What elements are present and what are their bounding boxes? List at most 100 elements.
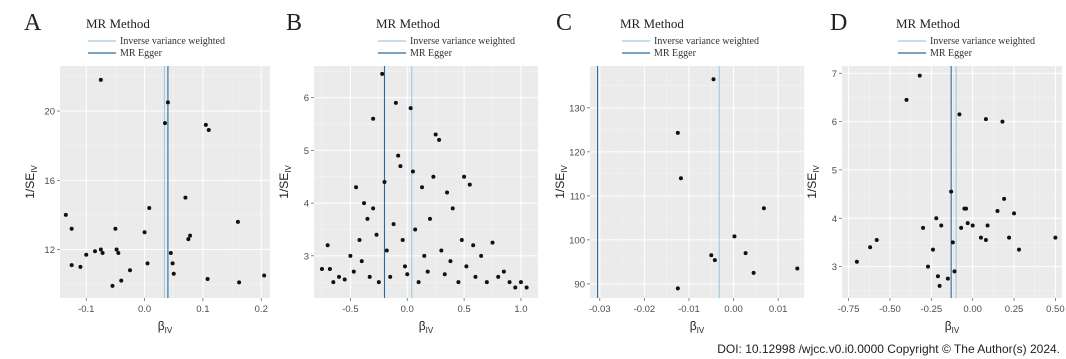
data-point: [934, 216, 939, 221]
legend-label-egger: MR Egger: [654, 48, 697, 59]
data-point: [63, 212, 68, 217]
copyright-footer: DOI: 10.12998 /wjcc.v0.i0.0000 Copyright…: [717, 342, 1060, 356]
data-point: [380, 71, 385, 76]
data-point: [165, 100, 170, 105]
x-tick-label: 0.50: [1046, 304, 1065, 315]
data-point: [100, 250, 105, 255]
data-point: [450, 206, 455, 211]
data-point: [410, 169, 415, 174]
y-tick-label: 4: [832, 214, 837, 225]
data-point: [342, 277, 347, 282]
funnel-plot-panel-b: B MR Method Inverse variance weighted MR Eg…: [276, 0, 542, 335]
data-point: [69, 226, 74, 231]
data-point: [331, 280, 336, 285]
data-point: [490, 240, 495, 245]
y-tick-label: 12: [44, 245, 55, 256]
data-point: [206, 128, 211, 133]
data-point: [163, 121, 167, 126]
y-axis-label: 1/SEIV: [277, 165, 293, 199]
y-tick-label: 7: [832, 69, 837, 80]
data-point: [396, 153, 401, 158]
data-point: [431, 174, 436, 179]
data-point: [408, 106, 413, 111]
y-tick-label: 130: [569, 103, 585, 114]
y-axis-label: 1/SEIV: [553, 165, 569, 199]
data-point: [186, 237, 191, 242]
legend-label-ivw: Inverse variance weighted: [410, 36, 515, 47]
y-tick-label: 16: [44, 176, 55, 187]
data-point: [325, 243, 330, 248]
data-point: [183, 195, 188, 200]
data-point: [459, 238, 464, 242]
data-point: [732, 234, 737, 239]
data-point: [456, 280, 461, 285]
data-point: [437, 137, 442, 142]
data-point: [501, 269, 506, 274]
data-point: [114, 247, 119, 252]
data-point: [402, 264, 407, 269]
data-point: [467, 182, 472, 187]
data-point: [400, 238, 405, 242]
data-point: [205, 276, 210, 281]
data-point: [391, 222, 396, 227]
data-point: [168, 250, 173, 255]
y-tick-label: 110: [570, 191, 585, 202]
y-tick-label: 90: [574, 279, 585, 290]
data-point: [262, 273, 267, 278]
legend-label-egger: MR Egger: [930, 48, 973, 59]
data-point: [868, 245, 873, 250]
legend-title: MR Method: [376, 16, 440, 31]
x-axis-label: βIV: [945, 319, 960, 335]
data-point: [319, 267, 324, 271]
data-point: [904, 97, 909, 102]
data-point: [945, 276, 950, 281]
y-tick-label: 5: [832, 165, 837, 176]
data-point: [874, 238, 879, 242]
data-point: [442, 272, 447, 277]
panel-letter: B: [286, 10, 302, 36]
data-point: [1053, 235, 1058, 240]
data-point: [84, 252, 89, 257]
x-tick-label: 1.0: [514, 304, 527, 315]
data-point: [357, 238, 362, 242]
data-point: [1016, 247, 1021, 252]
x-tick-label: 0.2: [255, 304, 268, 315]
data-point: [524, 285, 529, 290]
data-point: [978, 235, 983, 240]
data-point: [970, 223, 975, 228]
y-tick-label: 120: [569, 147, 585, 158]
data-point: [171, 271, 176, 276]
y-tick-label: 6: [832, 117, 837, 128]
data-point: [675, 130, 680, 135]
y-tick-label: 100: [569, 235, 585, 246]
data-point: [921, 225, 926, 230]
data-point: [678, 176, 683, 181]
data-point: [93, 249, 97, 254]
data-point: [926, 264, 931, 269]
data-point: [1002, 196, 1007, 201]
data-point: [348, 253, 353, 258]
x-tick-label: -0.02: [634, 304, 656, 315]
funnel-plot-panel-a: A MR Method Inverse variance weighted MR Eg…: [6, 0, 272, 335]
legend-title: MR Method: [896, 16, 960, 31]
data-point: [964, 206, 969, 211]
data-point: [937, 283, 942, 288]
data-point: [965, 221, 970, 226]
data-point: [398, 164, 403, 169]
data-point: [949, 189, 954, 194]
data-point: [751, 270, 756, 275]
x-tick-label: 0.0: [138, 304, 151, 315]
data-point: [471, 243, 476, 248]
data-point: [367, 274, 372, 279]
data-point: [235, 219, 240, 224]
y-tick-label: 4: [304, 199, 309, 210]
plot-background: [314, 66, 538, 298]
data-point: [795, 266, 800, 271]
data-point: [935, 274, 940, 279]
data-point: [448, 259, 453, 264]
panel-letter: A: [24, 10, 42, 36]
legend-label-ivw: Inverse variance weighted: [120, 36, 225, 47]
data-point: [147, 205, 152, 210]
